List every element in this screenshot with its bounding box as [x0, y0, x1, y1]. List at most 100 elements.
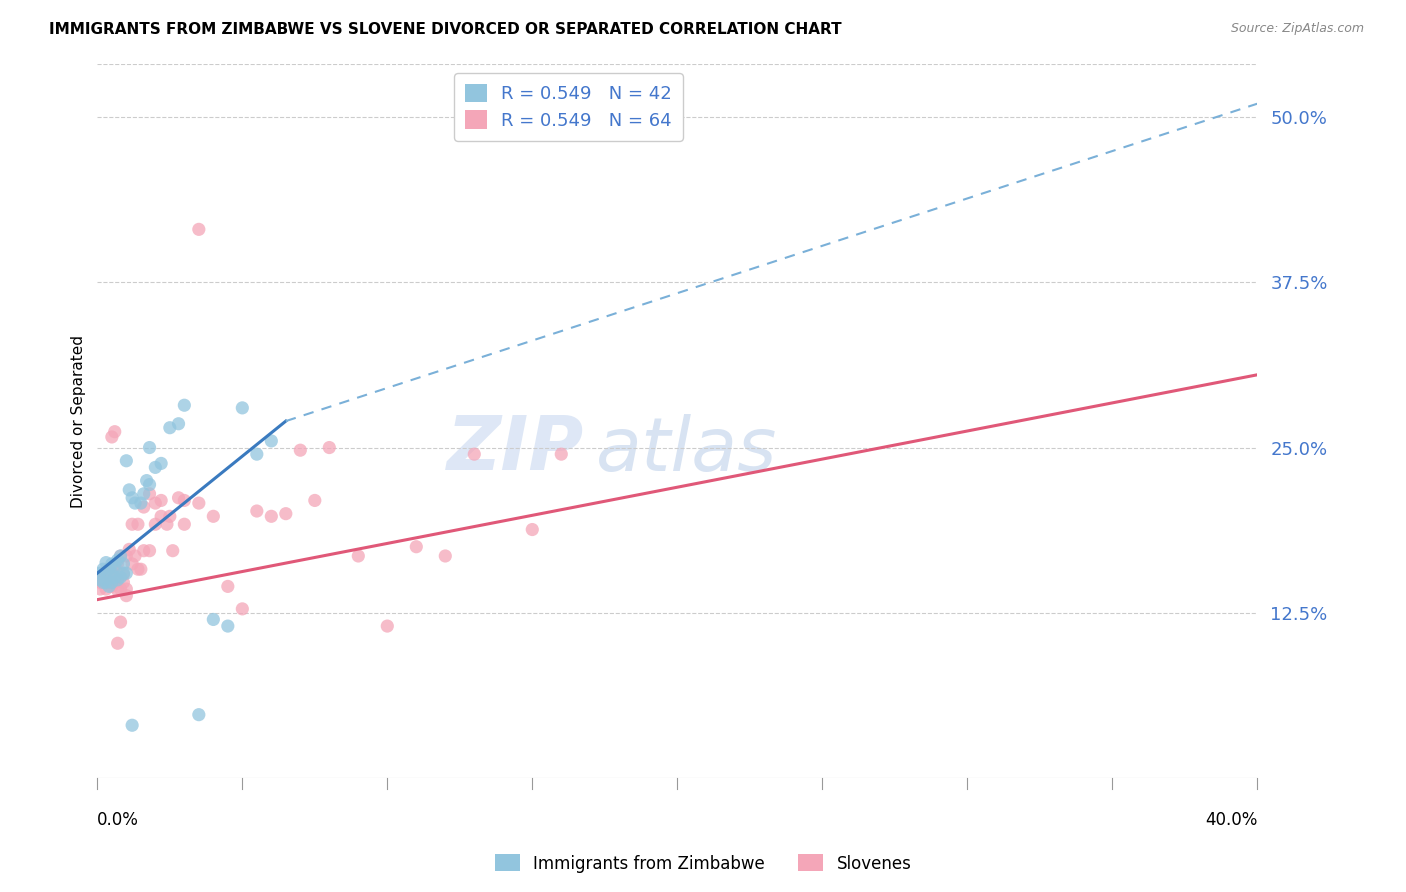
Point	[522, 523, 544, 537]
Point	[127, 562, 149, 576]
Point	[405, 540, 427, 554]
Point	[129, 496, 152, 510]
Point	[187, 496, 209, 510]
Point	[110, 570, 132, 584]
Point	[304, 493, 326, 508]
Point	[143, 460, 166, 475]
Point	[101, 579, 124, 593]
Point	[104, 425, 127, 439]
Point	[150, 457, 173, 471]
Point	[127, 517, 149, 532]
Point	[89, 582, 111, 596]
Point	[138, 487, 160, 501]
Point	[94, 575, 117, 590]
Text: ZIP: ZIP	[447, 413, 585, 486]
Point	[550, 447, 572, 461]
Point	[124, 549, 146, 563]
Point	[115, 454, 138, 468]
Point	[101, 566, 124, 581]
Point	[434, 549, 457, 563]
Point	[246, 504, 269, 518]
Point	[187, 707, 209, 722]
Point	[107, 557, 129, 571]
Point	[143, 517, 166, 532]
Point	[375, 619, 398, 633]
Point	[101, 566, 124, 581]
Point	[107, 636, 129, 650]
Point	[104, 559, 127, 574]
Point	[202, 612, 225, 626]
Point	[167, 491, 190, 505]
Y-axis label: Divorced or Separated: Divorced or Separated	[72, 334, 86, 508]
Point	[104, 570, 127, 584]
Point	[112, 575, 135, 590]
Point	[132, 487, 155, 501]
Point	[138, 441, 160, 455]
Point	[138, 477, 160, 491]
Point	[124, 496, 146, 510]
Point	[246, 447, 269, 461]
Text: 0.0%: 0.0%	[97, 811, 139, 830]
Text: IMMIGRANTS FROM ZIMBABWE VS SLOVENE DIVORCED OR SEPARATED CORRELATION CHART: IMMIGRANTS FROM ZIMBABWE VS SLOVENE DIVO…	[49, 22, 842, 37]
Point	[101, 575, 124, 590]
Point	[115, 549, 138, 563]
Point	[167, 417, 190, 431]
Point	[89, 573, 111, 587]
Point	[135, 474, 157, 488]
Point	[159, 420, 181, 434]
Point	[121, 517, 143, 532]
Point	[150, 493, 173, 508]
Point	[347, 549, 370, 563]
Point	[94, 566, 117, 581]
Point	[97, 579, 120, 593]
Point	[89, 575, 111, 590]
Point	[217, 579, 239, 593]
Point	[104, 575, 127, 590]
Point	[107, 583, 129, 598]
Point	[121, 557, 143, 571]
Point	[112, 557, 135, 571]
Point	[143, 496, 166, 510]
Point	[150, 509, 173, 524]
Point	[104, 559, 127, 574]
Point	[94, 556, 117, 570]
Point	[162, 543, 184, 558]
Point	[231, 602, 253, 616]
Text: atlas: atlas	[596, 414, 778, 485]
Point	[318, 441, 340, 455]
Point	[118, 542, 141, 557]
Point	[97, 575, 120, 590]
Point	[132, 543, 155, 558]
Point	[202, 509, 225, 524]
Point	[97, 562, 120, 576]
Point	[159, 509, 181, 524]
Point	[110, 615, 132, 629]
Point	[173, 517, 195, 532]
Point	[107, 553, 129, 567]
Point	[138, 543, 160, 558]
Point	[94, 570, 117, 584]
Point	[91, 573, 114, 587]
Point	[231, 401, 253, 415]
Point	[115, 582, 138, 596]
Point	[274, 507, 297, 521]
Point	[173, 493, 195, 508]
Point	[115, 566, 138, 581]
Point	[260, 509, 283, 524]
Point	[91, 570, 114, 584]
Point	[156, 517, 179, 532]
Point	[121, 718, 143, 732]
Point	[110, 549, 132, 563]
Text: 40.0%: 40.0%	[1205, 811, 1257, 830]
Point	[97, 562, 120, 576]
Point	[129, 562, 152, 576]
Point	[217, 619, 239, 633]
Point	[107, 573, 129, 587]
Point	[121, 491, 143, 505]
Point	[110, 549, 132, 563]
Point	[101, 430, 124, 444]
Point	[187, 222, 209, 236]
Point	[112, 567, 135, 582]
Point	[290, 443, 312, 458]
Point	[118, 483, 141, 497]
